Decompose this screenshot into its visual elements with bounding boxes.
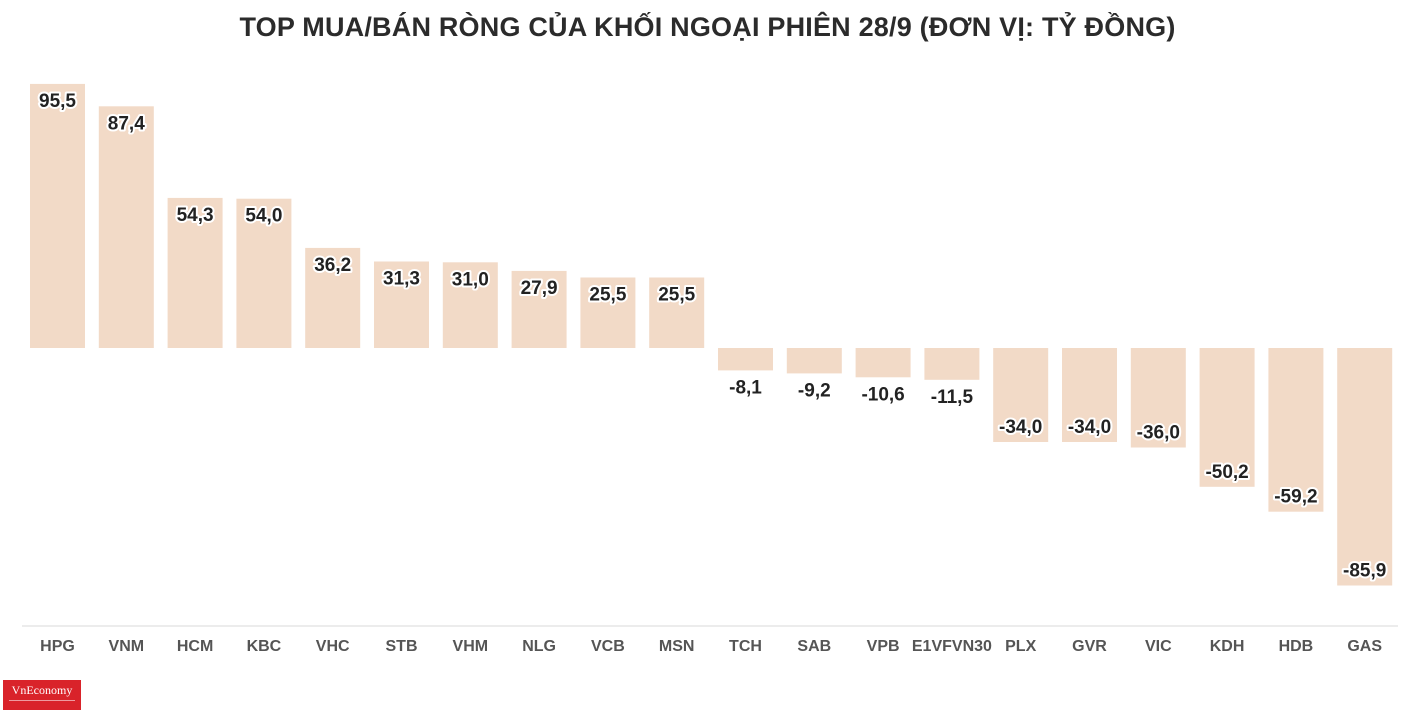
value-label-tch: -8,1 [729, 377, 762, 398]
bar-vpb [855, 348, 911, 378]
value-label-sab: -9,2 [798, 380, 831, 401]
bar-sab [786, 348, 842, 374]
x-tick-vnm: VNM [109, 638, 145, 655]
x-tick-vcb: VCB [591, 638, 625, 655]
chart-title: TOP MUA/BÁN RÒNG CỦA KHỐI NGOẠI PHIÊN 28… [239, 12, 1176, 42]
value-label-hcm: 54,3 [177, 205, 214, 226]
value-label-msn: 25,5 [658, 285, 695, 306]
value-label-nlg: 27,9 [521, 278, 558, 299]
x-tick-vic: VIC [1145, 638, 1172, 655]
x-tick-sab: SAB [797, 638, 831, 655]
x-tick-vhm: VHM [453, 638, 489, 655]
bar-vhc [305, 247, 361, 348]
x-tick-kdh: KDH [1210, 638, 1245, 655]
value-label-e1vfvn30: -11,5 [931, 387, 974, 408]
logo-text: VnEconomy [11, 683, 73, 697]
bar-stb [374, 261, 429, 348]
bar-hdb [1268, 348, 1324, 512]
value-label-vpb: -10,6 [861, 384, 904, 405]
value-label-kdh: -50,2 [1205, 462, 1248, 483]
bar-vnm [98, 106, 154, 348]
x-tick-gvr: GVR [1072, 638, 1107, 655]
x-tick-msn: MSN [659, 638, 695, 655]
x-tick-kbc: KBC [247, 638, 282, 655]
x-tick-vhc: VHC [316, 638, 350, 655]
value-label-vhm: 31,0 [452, 269, 489, 290]
x-tick-hcm: HCM [177, 638, 213, 655]
x-tick-tch: TCH [729, 638, 762, 655]
value-label-gas: -85,9 [1343, 561, 1386, 582]
value-label-gvr: -34,0 [1068, 417, 1111, 438]
bar-gvr [1062, 348, 1117, 442]
bar-hpg [30, 83, 85, 349]
bar-gas [1337, 348, 1393, 586]
x-tick-nlg: NLG [522, 638, 556, 655]
x-tick-plx: PLX [1005, 638, 1036, 655]
bar-kbc [236, 198, 292, 348]
bar-nlg [511, 270, 567, 348]
bar-plx [993, 348, 1049, 442]
x-tick-hpg: HPG [40, 638, 75, 655]
value-label-vhc: 36,2 [314, 255, 351, 276]
bar-kdh [1199, 348, 1255, 487]
value-label-vcb: 25,5 [589, 285, 626, 306]
bar-hcm [167, 197, 223, 348]
vneconomy-logo: VnEconomy [3, 680, 81, 710]
logo-tagline-rule [9, 700, 75, 705]
value-label-hdb: -59,2 [1274, 487, 1317, 508]
bar-vic [1130, 348, 1186, 448]
value-label-stb: 31,3 [383, 269, 420, 290]
value-label-vnm: 87,4 [108, 113, 145, 134]
value-label-plx: -34,0 [999, 417, 1042, 438]
x-tick-e1vfvn30: E1VFVN30 [912, 638, 992, 655]
bar-vhm [442, 262, 498, 348]
value-label-kbc: 54,0 [245, 206, 282, 227]
x-tick-gas: GAS [1347, 638, 1382, 655]
value-label-vic: -36,0 [1137, 423, 1180, 444]
x-tick-vpb: VPB [867, 638, 900, 655]
value-label-hpg: 95,5 [39, 91, 76, 112]
x-tick-stb: STB [386, 638, 418, 655]
bar-vcb [580, 277, 636, 348]
bar-e1vfvn30 [924, 348, 980, 380]
bar-tch [718, 348, 773, 371]
bar-msn [649, 277, 705, 348]
x-tick-hdb: HDB [1279, 638, 1314, 655]
